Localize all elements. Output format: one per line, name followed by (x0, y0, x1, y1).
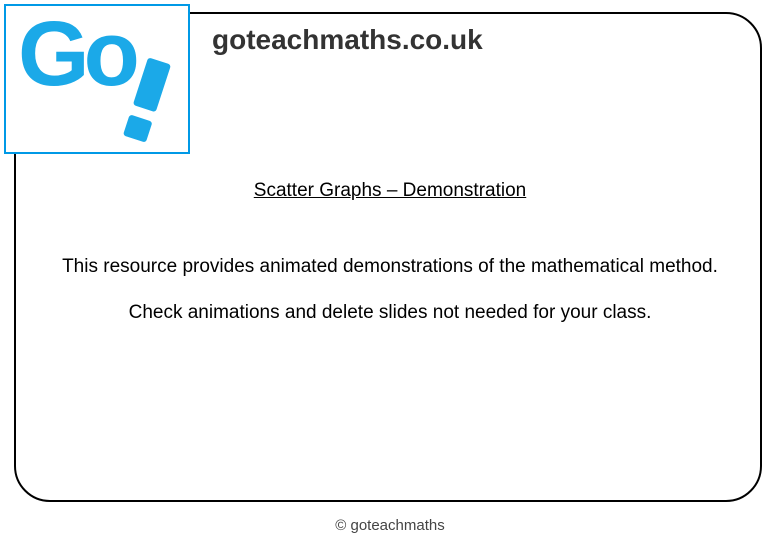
footer-copyright: © goteachmaths (0, 517, 780, 534)
body-text-1: This resource provides animated demonstr… (0, 256, 780, 278)
site-name: goteachmaths.co.uk (212, 24, 483, 56)
logo-text: Go (18, 8, 134, 100)
logo-box: Go (4, 4, 190, 154)
slide-title: Scatter Graphs – Demonstration (0, 180, 780, 202)
body-text-2: Check animations and delete slides not n… (0, 302, 780, 324)
